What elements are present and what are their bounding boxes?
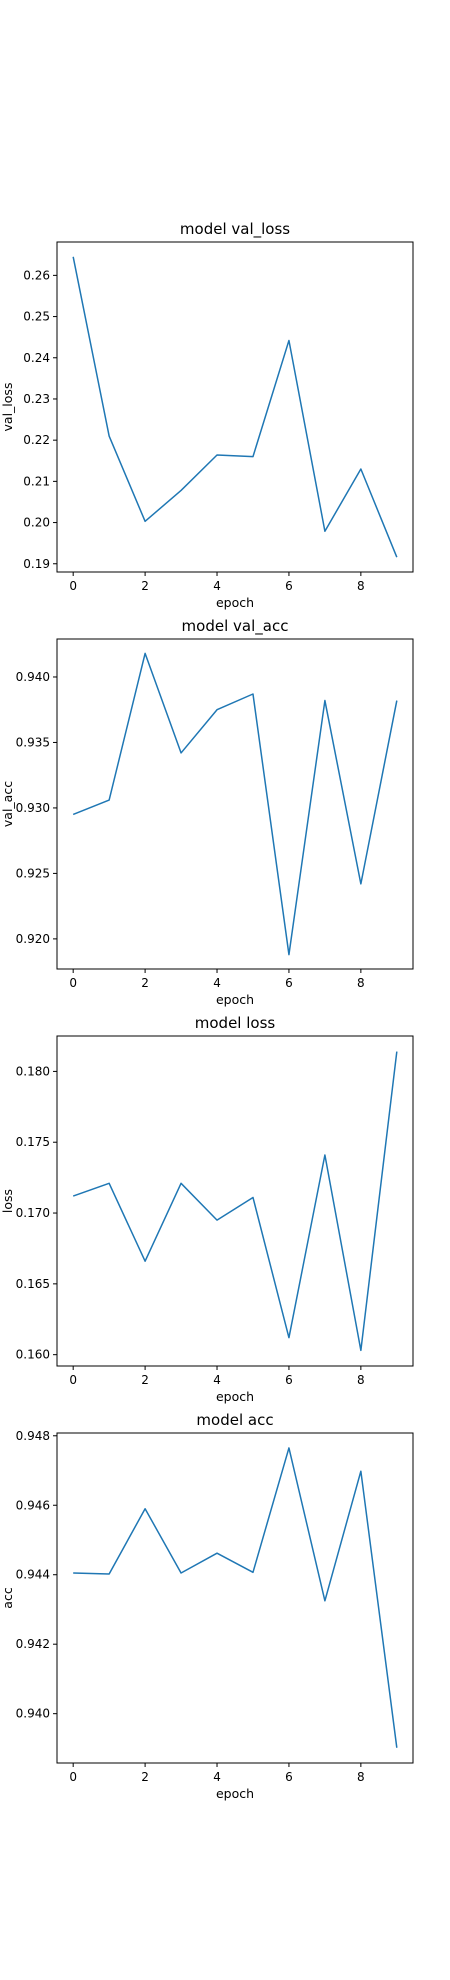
x-tick-label: 6: [285, 976, 293, 990]
series-line: [73, 1447, 398, 1748]
chart-model-val-loss: model val_loss 0 2 4 6 8 0.19 0.20 0.21 0.22 0.23 0…: [0, 220, 414, 610]
y-tick-label: 0.940: [16, 670, 50, 684]
chart-title: model loss: [195, 1014, 276, 1032]
y-tick-label: 0.160: [16, 1348, 50, 1362]
x-tick-label: 4: [213, 976, 221, 990]
y-axis-label: acc: [0, 1587, 15, 1609]
y-tick-label: 0.948: [16, 1429, 50, 1443]
x-tick-label: 8: [357, 579, 365, 593]
y-tick-label: 0.930: [16, 801, 50, 815]
x-tick-label: 8: [357, 1770, 365, 1784]
x-tick-label: 2: [141, 1770, 149, 1784]
y-tick-label: 0.24: [23, 351, 50, 365]
x-tick-label: 2: [141, 976, 149, 990]
chart-title: model acc: [196, 1411, 273, 1429]
y-axis-label: val_loss: [0, 383, 15, 432]
x-axis-label: epoch: [216, 992, 254, 1007]
y-tick-label: 0.944: [16, 1568, 50, 1582]
x-tick-label: 6: [285, 1373, 293, 1387]
chart-title: model val_loss: [180, 220, 290, 239]
y-axis-label: loss: [0, 1189, 15, 1213]
plot-frame: [56, 241, 414, 573]
y-tick-label: 0.21: [23, 474, 50, 488]
y-tick-label: 0.946: [16, 1498, 50, 1512]
x-tick-label: 6: [285, 1770, 293, 1784]
y-tick-label: 0.935: [16, 735, 50, 749]
y-tick-label: 0.180: [16, 1064, 50, 1078]
x-tick-label: 0: [69, 579, 77, 593]
y-tick-label: 0.26: [23, 268, 50, 282]
x-tick-label: 4: [213, 579, 221, 593]
x-tick-label: 2: [141, 1373, 149, 1387]
chart-title: model val_acc: [182, 617, 289, 636]
x-axis-label: epoch: [216, 595, 254, 610]
plot-frame: [56, 1432, 414, 1764]
x-tick-label: 2: [141, 579, 149, 593]
y-tick-label: 0.165: [16, 1277, 50, 1291]
x-tick-label: 0: [69, 1373, 77, 1387]
x-tick-label: 6: [285, 579, 293, 593]
y-tick-label: 0.23: [23, 392, 50, 406]
x-tick-label: 8: [357, 1373, 365, 1387]
x-tick-label: 8: [357, 976, 365, 990]
series-line: [72, 1051, 398, 1352]
y-tick-label: 0.170: [16, 1206, 50, 1220]
series-line: [72, 256, 398, 558]
x-tick-label: 4: [213, 1373, 221, 1387]
x-axis-label: epoch: [216, 1389, 254, 1404]
y-tick-label: 0.25: [23, 310, 50, 324]
chart-model-acc: model acc 0 2 4 6 8 0.940 0.942 0.944 0.946 0.948 e…: [0, 1411, 414, 1801]
y-tick-label: 0.920: [16, 932, 50, 946]
y-tick-label: 0.942: [16, 1637, 50, 1651]
chart-model-val-acc: model val_acc 0 2 4 6 8 0.920 0.925 0.930 0.935 0.…: [0, 617, 414, 1007]
x-tick-label: 4: [213, 1770, 221, 1784]
y-tick-label: 0.20: [23, 516, 50, 530]
x-axis-label: epoch: [216, 1786, 254, 1801]
x-tick-label: 0: [69, 1770, 77, 1784]
series-line: [72, 652, 398, 956]
plot-frame: [56, 638, 414, 970]
y-axis-label: val_acc: [0, 781, 15, 827]
y-tick-label: 0.22: [23, 433, 50, 447]
chart-model-loss: model loss 0 2 4 6 8 0.160 0.165 0.170 0.175 0.180…: [0, 1014, 414, 1404]
y-tick-label: 0.925: [16, 866, 50, 880]
y-tick-label: 0.19: [23, 557, 50, 571]
y-tick-label: 0.940: [16, 1707, 50, 1721]
x-tick-label: 0: [69, 976, 77, 990]
plot-frame: [56, 1035, 414, 1367]
y-tick-label: 0.175: [16, 1135, 50, 1149]
